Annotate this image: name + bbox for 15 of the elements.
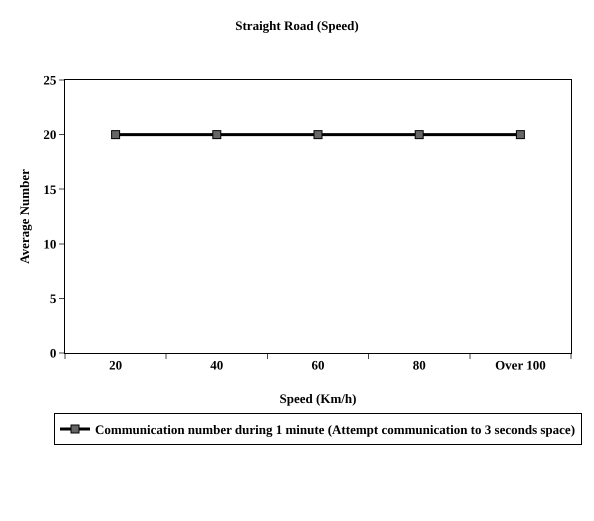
x-tick-label: 20 (109, 358, 122, 373)
x-tick-label: 80 (412, 358, 426, 373)
x-axis-title: Speed (Km/h) (280, 391, 356, 406)
y-tick-label: 0 (50, 346, 56, 361)
y-tick-label: 20 (43, 127, 56, 142)
y-tick-label: 25 (43, 72, 57, 88)
x-tick-label: Over 100 (495, 358, 546, 373)
y-tick-label: 15 (43, 182, 57, 197)
chart-title: Straight Road (Speed) (235, 18, 359, 33)
x-tick-label: 60 (312, 358, 324, 373)
y-tick-label: 10 (43, 236, 56, 252)
x-tick-label: 40 (210, 358, 224, 373)
y-tick-label: 5 (50, 290, 57, 306)
legend-label: Communication number during 1 minute (Attempt communication to 3 seconds space) (95, 422, 576, 438)
y-axis-title: Average Number (17, 168, 32, 264)
